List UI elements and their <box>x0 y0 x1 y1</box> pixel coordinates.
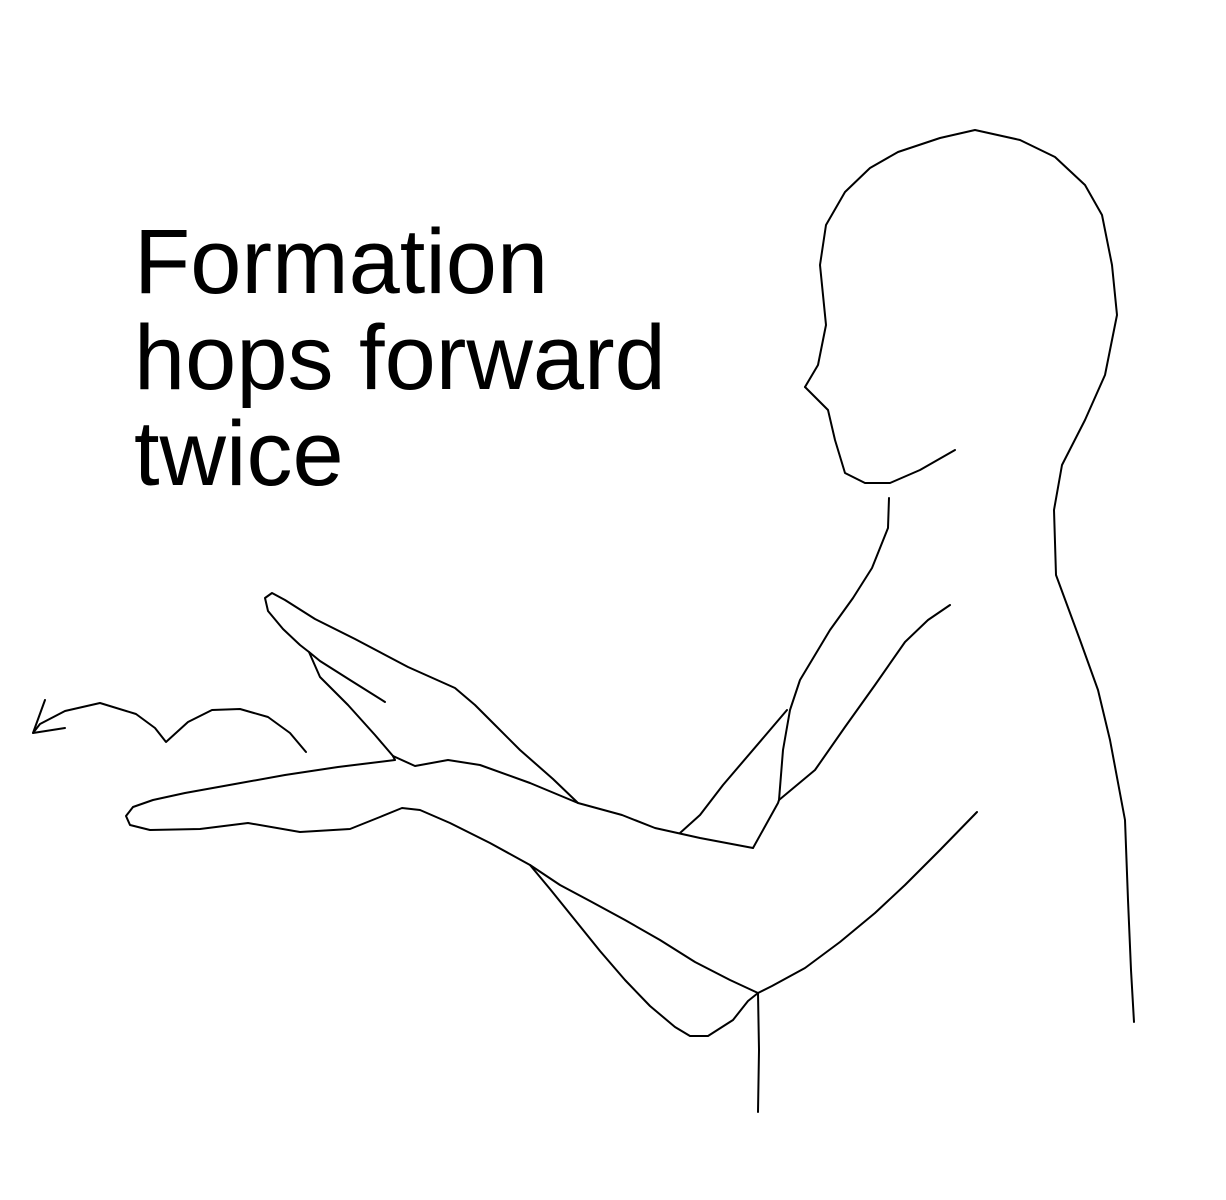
neck-front-outline <box>778 497 890 801</box>
head-back-outline <box>804 129 1135 1023</box>
body-front-line <box>757 992 760 1113</box>
upper-arm-line <box>679 709 788 834</box>
arrow-head-icon <box>32 699 66 734</box>
caption-line-3: twice <box>134 403 344 505</box>
caption-line-2: hops forward <box>134 307 666 409</box>
forearm-top-line <box>392 755 754 849</box>
sign-caption: Formation hops forward twice <box>134 214 666 502</box>
lower-hand-outline <box>125 755 759 994</box>
upper-hand-outline <box>264 592 579 804</box>
upper-hand-fingers <box>308 651 386 703</box>
lower-forearm-line <box>529 811 978 1037</box>
face-outline <box>804 386 956 484</box>
shoulder-line <box>752 604 951 849</box>
caption-line-1: Formation <box>134 211 549 313</box>
hop-arrow-path <box>32 702 307 753</box>
